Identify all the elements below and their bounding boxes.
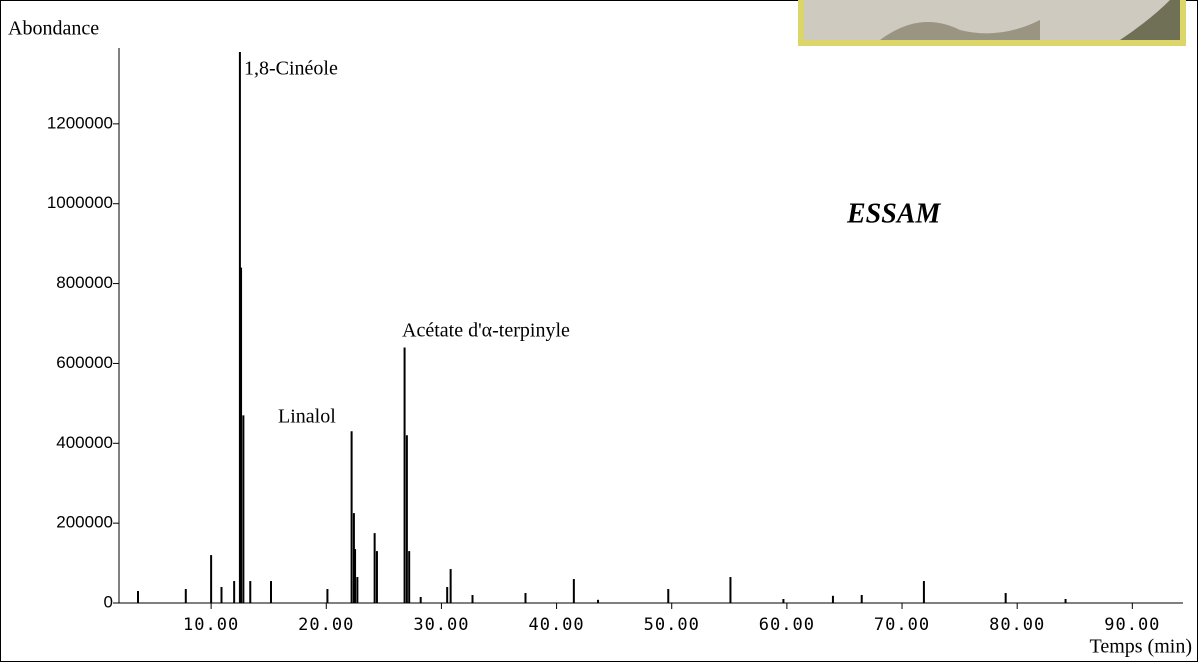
y-tick-label: 1000000 [47,193,113,212]
photo-detail [880,20,1040,40]
x-tick-label: 90.00 [1104,615,1160,635]
x-tick-label: 60.00 [759,615,815,635]
y-tick-label: 400000 [56,433,113,452]
photo-detail [1120,0,1180,40]
x-tick-label: 40.00 [528,615,584,635]
y-tick-label: 200000 [56,513,113,532]
x-tick-label: 50.00 [644,615,700,635]
annotation: Acétate d'α-terpinyle [402,320,570,342]
y-axis-label: Abondance [8,18,99,40]
x-tick-label: 20.00 [298,615,354,635]
y-tick-label: 800000 [56,273,113,292]
annotation: ESSAM [846,198,941,229]
y-tick-label: 1200000 [47,113,113,132]
photo-inset [798,0,1186,46]
annotation: 1,8-Cinéole [244,58,338,80]
x-tick-label: 30.00 [413,615,469,635]
x-tick-label: 10.00 [183,615,239,635]
y-tick-label: 600000 [56,353,113,372]
x-tick-label: 80.00 [989,615,1045,635]
x-axis-label: Temps (min) [1090,636,1192,658]
x-tick-label: 70.00 [874,615,930,635]
y-tick-label: 0 [104,592,113,611]
annotation: Linalol [278,406,336,428]
